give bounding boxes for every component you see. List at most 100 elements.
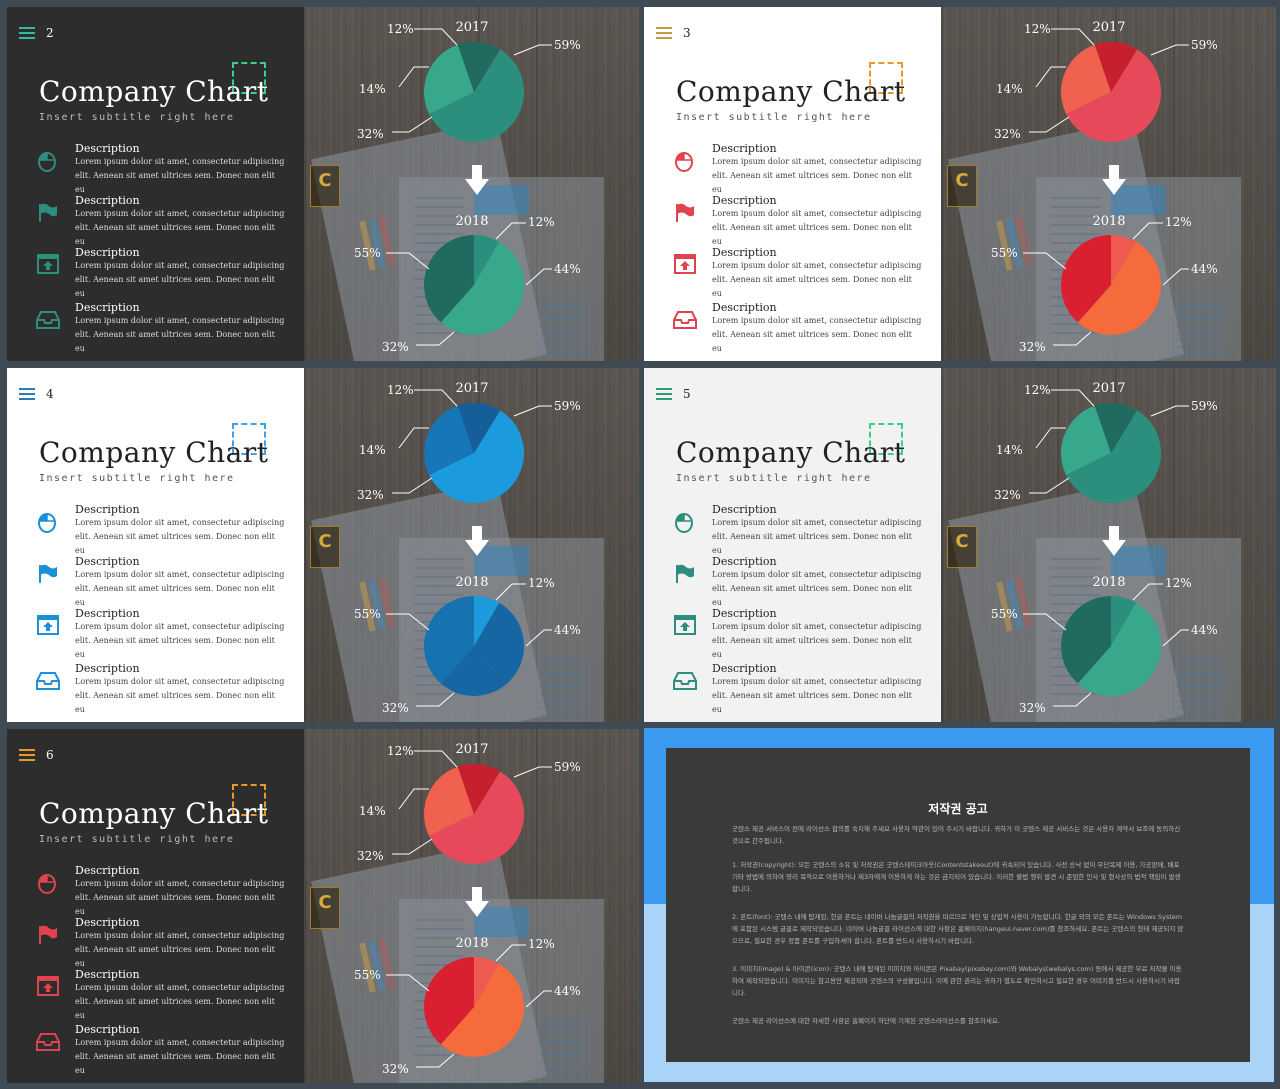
leader-line xyxy=(1150,405,1189,417)
chart-2018-title: 2018 xyxy=(455,575,488,590)
pie-2018-slice-2 xyxy=(1077,285,1143,335)
leader-line xyxy=(525,629,552,647)
upload-window-icon xyxy=(672,613,698,637)
description-heading: Description xyxy=(712,503,777,516)
down-arrow-icon xyxy=(465,165,489,195)
pie-2018-slice-1 xyxy=(474,963,524,1046)
leader-line xyxy=(386,252,430,270)
slide-right-panel: C 2017 12% 59% 14% 32% 2018 12% 44% 55% 32% xyxy=(304,7,639,361)
description-heading: Description xyxy=(75,662,140,675)
page-number: 4 xyxy=(46,387,54,401)
label-12pct-2018: 12% xyxy=(1165,576,1192,590)
description-heading: Description xyxy=(712,142,777,155)
menu-icon[interactable] xyxy=(19,27,35,39)
slide-2: 2 Company Chart Insert subtitle right here… xyxy=(7,7,639,361)
label-32pct: 32% xyxy=(357,849,384,863)
chart-2018-title: 2018 xyxy=(1092,575,1125,590)
slide-title: Company Chart xyxy=(39,436,269,469)
slide-left-panel: 2 Company Chart Insert subtitle right here… xyxy=(7,7,304,361)
leader-line xyxy=(513,405,552,417)
description-heading: Description xyxy=(75,503,140,516)
description-text: Lorem ipsum dolor sit amet, consectetur … xyxy=(75,518,285,555)
leader-line xyxy=(1023,613,1067,631)
label-14pct: 14% xyxy=(359,804,386,818)
label-59pct: 59% xyxy=(554,399,581,413)
label-55pct: 55% xyxy=(991,246,1018,260)
description-heading: Description xyxy=(75,864,140,877)
pie-2018-slice-3 xyxy=(424,957,474,1045)
leader-line xyxy=(495,222,526,240)
description-item: Description Lorem ipsum dolor sit amet, c… xyxy=(672,301,932,353)
chart-2018-title: 2018 xyxy=(1092,214,1125,229)
pie-2017-slice-2 xyxy=(457,403,501,453)
mouse-icon xyxy=(672,509,698,533)
copyright-notice-slide: 저작권 공고 굿텐스 제공 서비스이 전에 라이선스 합의를 숙지해 주세요 사용… xyxy=(644,728,1274,1082)
menu-icon[interactable] xyxy=(656,27,672,39)
label-14pct: 14% xyxy=(359,82,386,96)
description-text: Lorem ipsum dolor sit amet, consectetur … xyxy=(75,677,285,714)
description-item: Description Lorem ipsum dolor sit amet, c… xyxy=(672,503,932,555)
label-12pct-2018: 12% xyxy=(528,937,555,951)
leader-line xyxy=(398,427,429,449)
label-32pct: 32% xyxy=(357,127,384,141)
menu-icon[interactable] xyxy=(19,749,35,761)
pie-2017-slice-2 xyxy=(1094,42,1138,92)
slide-title: Company Chart xyxy=(39,797,269,830)
leader-line xyxy=(1150,44,1189,56)
document-header-block xyxy=(474,907,529,937)
leader-line xyxy=(1162,268,1189,286)
inbox-tray-icon xyxy=(672,668,698,692)
leader-line xyxy=(386,613,430,631)
label-14pct: 14% xyxy=(359,443,386,457)
slide-subtitle: Insert subtitle right here xyxy=(676,473,872,484)
leader-line xyxy=(495,944,526,962)
contents-logo: C xyxy=(947,526,977,568)
slide-4: 4 Company Chart Insert subtitle right here… xyxy=(7,368,639,722)
description-item: Description Lorem ipsum dolor sit amet, c… xyxy=(672,662,932,714)
pie-2017-slice-1 xyxy=(1061,405,1111,475)
flag-icon xyxy=(35,922,61,946)
label-55pct: 55% xyxy=(354,607,381,621)
leader-line xyxy=(416,692,455,707)
inbox-tray-icon xyxy=(672,307,698,331)
page-number: 5 xyxy=(683,387,691,401)
description-heading: Description xyxy=(712,194,777,207)
slide-subtitle: Insert subtitle right here xyxy=(39,112,235,123)
description-text: Lorem ipsum dolor sit amet, consectetur … xyxy=(75,157,285,194)
slide-right-panel: C 2017 12% 59% 14% 32% 2018 12% 44% 55% 32% xyxy=(304,729,639,1083)
label-12pct: 12% xyxy=(387,22,414,36)
description-item: Description Lorem ipsum dolor sit amet, c… xyxy=(672,246,932,298)
dashed-box-decoration xyxy=(232,784,266,816)
label-12pct-2018: 12% xyxy=(528,576,555,590)
label-12pct: 12% xyxy=(1024,383,1051,397)
chart-2017-title: 2017 xyxy=(1092,381,1125,396)
flag-icon xyxy=(672,200,698,224)
description-item: Description Lorem ipsum dolor sit amet, c… xyxy=(672,607,932,659)
label-59pct: 59% xyxy=(1191,399,1218,413)
description-heading: Description xyxy=(75,916,140,929)
leader-line xyxy=(392,116,433,133)
leader-line xyxy=(1132,222,1163,240)
description-item: Description Lorem ipsum dolor sit amet, c… xyxy=(35,503,295,555)
description-text: Lorem ipsum dolor sit amet, consectetur … xyxy=(712,518,922,555)
leader-line xyxy=(398,66,429,88)
pie-charts: 2017 12% 59% 14% 32% 2018 12% 44% 55% 32% xyxy=(991,381,1218,715)
leader-line xyxy=(1023,252,1067,270)
label-12pct-2018: 12% xyxy=(528,215,555,229)
copyright-paragraph: 1. 저작권(copyright): 모든 굿텐스의 소유 및 저작권은 굿텐스… xyxy=(732,861,1181,893)
upload-window-icon xyxy=(35,974,61,998)
upload-window-icon xyxy=(35,252,61,276)
pie-2017-slice-2 xyxy=(457,42,501,92)
down-arrow-icon xyxy=(465,526,489,556)
description-text: Lorem ipsum dolor sit amet, consectetur … xyxy=(712,157,922,194)
menu-icon[interactable] xyxy=(656,388,672,400)
description-item: Description Lorem ipsum dolor sit amet, c… xyxy=(35,194,295,246)
label-32pct-2018: 32% xyxy=(382,340,409,354)
contents-logo: C xyxy=(310,887,340,929)
menu-icon[interactable] xyxy=(19,388,35,400)
pie-2018-slice-3 xyxy=(1061,596,1111,684)
leader-line xyxy=(1053,692,1092,707)
description-text: Lorem ipsum dolor sit amet, consectetur … xyxy=(75,209,285,246)
slide-3: 3 Company Chart Insert subtitle right here… xyxy=(644,7,1276,361)
pie-2018-slice-2 xyxy=(1077,646,1143,696)
